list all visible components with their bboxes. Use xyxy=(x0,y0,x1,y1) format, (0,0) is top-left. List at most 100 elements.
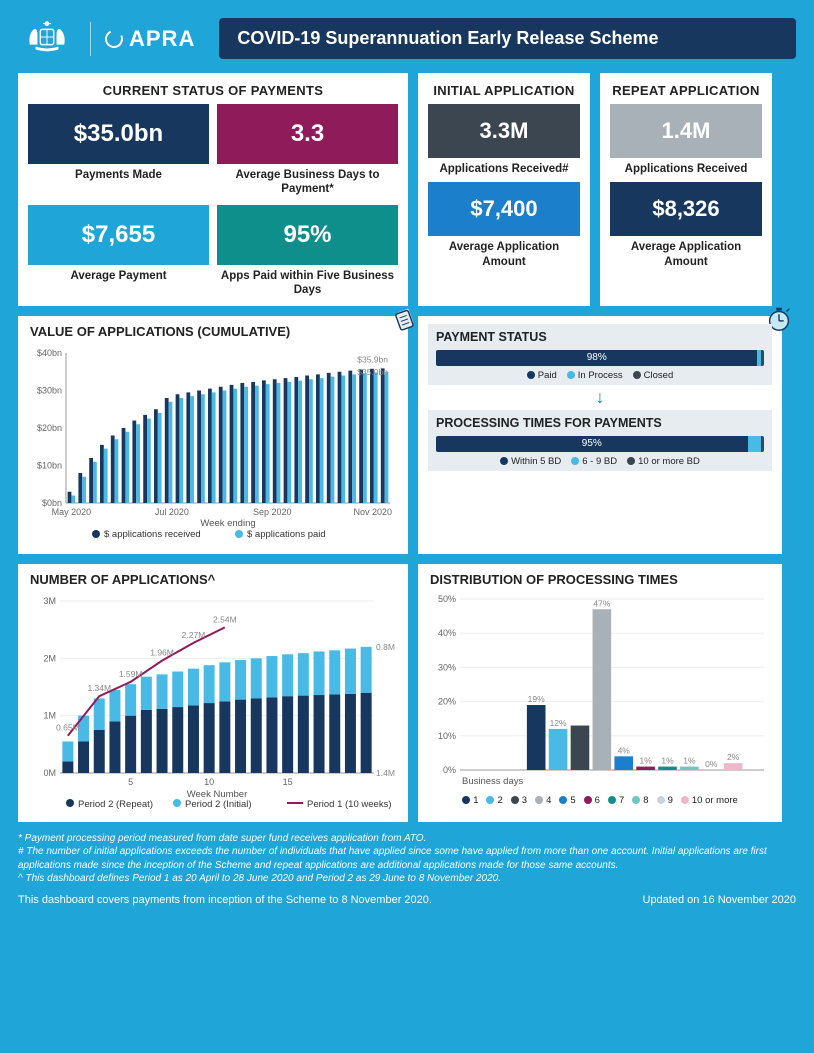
svg-text:12%: 12% xyxy=(550,717,567,727)
svg-text:2M: 2M xyxy=(43,653,56,663)
footer-right: Updated on 16 November 2020 xyxy=(643,894,797,906)
metric-value: 3.3 xyxy=(217,104,398,164)
footnote: # The number of initial applications exc… xyxy=(18,845,796,872)
metric-value: $7,655 xyxy=(28,205,209,265)
svg-text:Period 2 (Initial): Period 2 (Initial) xyxy=(185,799,252,810)
svg-text:2.27M: 2.27M xyxy=(182,629,206,639)
svg-text:May 2020: May 2020 xyxy=(52,507,92,517)
svg-text:Period 2 (Repeat): Period 2 (Repeat) xyxy=(78,799,153,810)
metric-value: $8,326 xyxy=(610,182,762,236)
metric-value: 1.4M xyxy=(610,104,762,158)
initial-title: INITIAL APPLICATION xyxy=(428,83,580,98)
apra-logo: APRA xyxy=(105,26,195,52)
status-panel: CURRENT STATUS OF PAYMENTS $35.0bn Paymen… xyxy=(18,73,408,306)
metric-tile: 3.3M Applications Received# xyxy=(428,104,580,176)
dist-chart: 0%10%20%30%40%50%19%12%47%4%1%1%1%0%2%Bu… xyxy=(430,593,770,788)
svg-text:1.34M: 1.34M xyxy=(87,683,111,693)
svg-text:$ applications received: $ applications received xyxy=(104,529,201,540)
svg-text:1.4M: 1.4M xyxy=(376,768,395,778)
processing-times-bar: 95% xyxy=(436,436,764,452)
mid-row: VALUE OF APPLICATIONS (CUMULATIVE) $0bn$… xyxy=(18,316,796,554)
payment-status-title: PAYMENT STATUS xyxy=(436,330,764,344)
svg-text:1%: 1% xyxy=(639,755,652,765)
svg-text:Jul 2020: Jul 2020 xyxy=(155,507,189,517)
svg-text:Week ending: Week ending xyxy=(200,518,255,529)
dist-panel: DISTRIBUTION OF PROCESSING TIMES 0%10%20… xyxy=(418,564,782,822)
tiles-row: CURRENT STATUS OF PAYMENTS $35.0bn Paymen… xyxy=(18,73,796,306)
metric-label: Average Application Amount xyxy=(610,240,762,269)
processing-times-block: PROCESSING TIMES FOR PAYMENTS 95% Within… xyxy=(428,410,772,471)
svg-text:$35.0bn: $35.0bn xyxy=(357,366,388,376)
svg-text:40%: 40% xyxy=(438,628,456,638)
svg-text:47%: 47% xyxy=(593,598,610,608)
svg-text:5: 5 xyxy=(128,777,133,787)
svg-text:4%: 4% xyxy=(618,745,631,755)
num-apps-title: NUMBER OF APPLICATIONS^ xyxy=(30,572,396,587)
svg-text:$30bn: $30bn xyxy=(37,385,62,395)
payment-status-bar: 98% xyxy=(436,350,764,366)
metric-label: Apps Paid within Five Business Days xyxy=(217,269,398,298)
svg-text:1.96M: 1.96M xyxy=(150,647,174,657)
svg-text:1M: 1M xyxy=(43,710,56,720)
metric-tile: 3.3Average Business Days to Payment* xyxy=(217,104,398,197)
metric-value: $7,400 xyxy=(428,182,580,236)
svg-text:0.65M: 0.65M xyxy=(56,722,80,732)
footer-left: This dashboard covers payments from ince… xyxy=(18,894,432,906)
footer: This dashboard covers payments from ince… xyxy=(18,894,796,906)
svg-text:Period 1 (10 weeks): Period 1 (10 weeks) xyxy=(307,799,391,810)
dist-legend: 12345678910 or more xyxy=(430,795,770,806)
processing-panel: PAYMENT STATUS 98% PaidIn ProcessClosed … xyxy=(418,316,782,554)
svg-text:19%: 19% xyxy=(528,694,545,704)
metric-label: Applications Received xyxy=(610,162,762,176)
svg-text:0%: 0% xyxy=(443,765,456,775)
metric-value: $35.0bn xyxy=(28,104,209,164)
svg-text:0M: 0M xyxy=(43,768,56,778)
processing-times-title: PROCESSING TIMES FOR PAYMENTS xyxy=(436,416,764,430)
svg-text:1%: 1% xyxy=(661,755,674,765)
svg-text:$40bn: $40bn xyxy=(37,348,62,358)
svg-text:10: 10 xyxy=(204,777,214,787)
repeat-title: REPEAT APPLICATION xyxy=(610,83,762,98)
initial-panel: INITIAL APPLICATION 3.3M Applications Rec… xyxy=(418,73,590,306)
metric-value: 95% xyxy=(217,205,398,265)
svg-text:15: 15 xyxy=(283,777,293,787)
cum-title: VALUE OF APPLICATIONS (CUMULATIVE) xyxy=(30,324,396,339)
status-title: CURRENT STATUS OF PAYMENTS xyxy=(28,83,398,98)
svg-text:$ applications paid: $ applications paid xyxy=(247,529,326,540)
header: APRA COVID-19 Superannuation Early Relea… xyxy=(18,16,796,61)
repeat-panel: REPEAT APPLICATION 1.4M Applications Rece… xyxy=(600,73,772,306)
metric-label: Applications Received# xyxy=(428,162,580,176)
metric-label: Payments Made xyxy=(28,168,209,182)
metric-value: 3.3M xyxy=(428,104,580,158)
cumulative-chart: $0bn$10bn$20bn$30bn$40bnMay 2020Jul 2020… xyxy=(30,345,396,545)
document-icon xyxy=(390,304,420,334)
coat-of-arms-icon xyxy=(18,16,76,61)
svg-text:50%: 50% xyxy=(438,594,456,604)
svg-text:1%: 1% xyxy=(683,755,696,765)
svg-text:2%: 2% xyxy=(727,752,740,762)
arrow-down-icon: ↓ xyxy=(428,387,772,408)
metric-tile: 1.4M Applications Received xyxy=(610,104,762,176)
svg-text:1.59M: 1.59M xyxy=(119,668,143,678)
svg-text:$20bn: $20bn xyxy=(37,423,62,433)
svg-text:10%: 10% xyxy=(438,730,456,740)
svg-text:Business days: Business days xyxy=(462,776,524,787)
svg-text:0%: 0% xyxy=(705,759,718,769)
metric-tile: 95% Apps Paid within Five Business Days xyxy=(217,205,398,298)
footnote: * Payment processing period measured fro… xyxy=(18,832,796,846)
metric-tile: $7,400Average Application Amount xyxy=(428,182,580,269)
metric-tile: $8,326 Average Application Amount xyxy=(610,182,762,269)
svg-text:3M: 3M xyxy=(43,596,56,606)
footnotes: * Payment processing period measured fro… xyxy=(18,832,796,886)
svg-text:30%: 30% xyxy=(438,662,456,672)
svg-text:Sep 2020: Sep 2020 xyxy=(253,507,292,517)
svg-text:$10bn: $10bn xyxy=(37,460,62,470)
page-title: COVID-19 Superannuation Early Release Sc… xyxy=(219,18,796,59)
bottom-row: NUMBER OF APPLICATIONS^ 0M 1M 2M 3M 0.65M 1.3… xyxy=(18,564,796,822)
svg-text:2.54M: 2.54M xyxy=(213,614,237,624)
header-divider xyxy=(90,22,91,56)
apra-ring-icon xyxy=(102,27,125,50)
svg-text:Nov 2020: Nov 2020 xyxy=(353,507,392,517)
num-apps-panel: NUMBER OF APPLICATIONS^ 0M 1M 2M 3M 0.65M 1.3… xyxy=(18,564,408,822)
apra-text: APRA xyxy=(129,26,195,52)
